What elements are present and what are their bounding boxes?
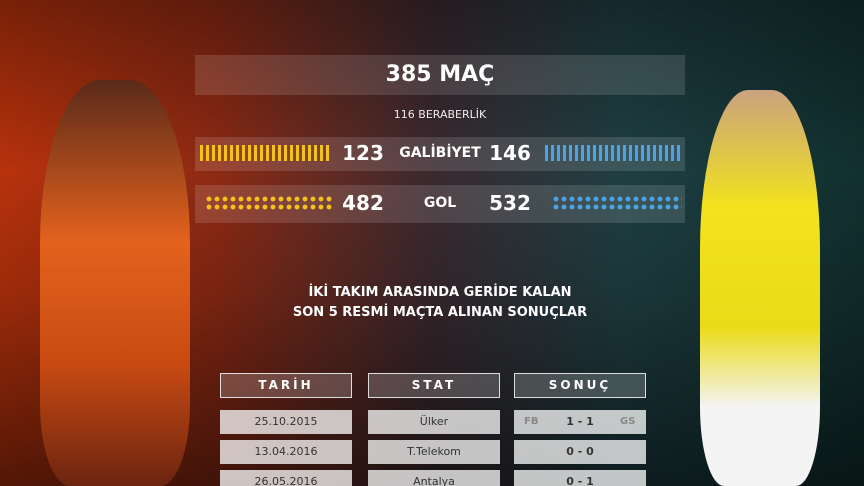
- table-header: SONUÇ: [514, 373, 646, 398]
- stat-label: GALİBİYET: [399, 145, 481, 161]
- home-team: FB: [524, 416, 539, 427]
- title: 385 MAÇ: [385, 62, 495, 87]
- right-wins-bar: [545, 145, 680, 161]
- stat-label: GOL: [423, 195, 457, 211]
- right-wins: 146: [489, 141, 531, 165]
- left-wins-bar: [200, 145, 330, 161]
- away-team: GS: [620, 416, 636, 427]
- left-wins: 123: [342, 141, 384, 165]
- stadium-cell: Ülker: [368, 410, 500, 434]
- stadium-cell: Antalya: [368, 470, 500, 486]
- score-cell: 0 - 0: [514, 440, 646, 464]
- date-cell: 25.10.2015: [220, 410, 352, 434]
- date-cell: 13.04.2016: [220, 440, 352, 464]
- right-player: [700, 90, 820, 486]
- left-player: [40, 80, 190, 486]
- title-band: [195, 55, 685, 95]
- table-header: STAT: [368, 373, 500, 398]
- right-goals: 532: [489, 191, 531, 215]
- left-goals-bar: [205, 195, 333, 211]
- right-goals-bar: [552, 195, 682, 211]
- table-header: TARİH: [220, 373, 352, 398]
- score-cell: 0 - 1: [514, 470, 646, 486]
- date-cell: 26.05.2016: [220, 470, 352, 486]
- score-cell: 1 - 1: [514, 410, 646, 434]
- section-title: İKİ TAKIM ARASINDA GERİDE KALAN: [308, 285, 572, 300]
- stadium-cell: T.Telekom: [368, 440, 500, 464]
- left-goals: 482: [342, 191, 384, 215]
- section-title: SON 5 RESMİ MAÇTA ALINAN SONUÇLAR: [292, 305, 588, 320]
- subtitle: 116 BERABERLİK: [393, 108, 487, 121]
